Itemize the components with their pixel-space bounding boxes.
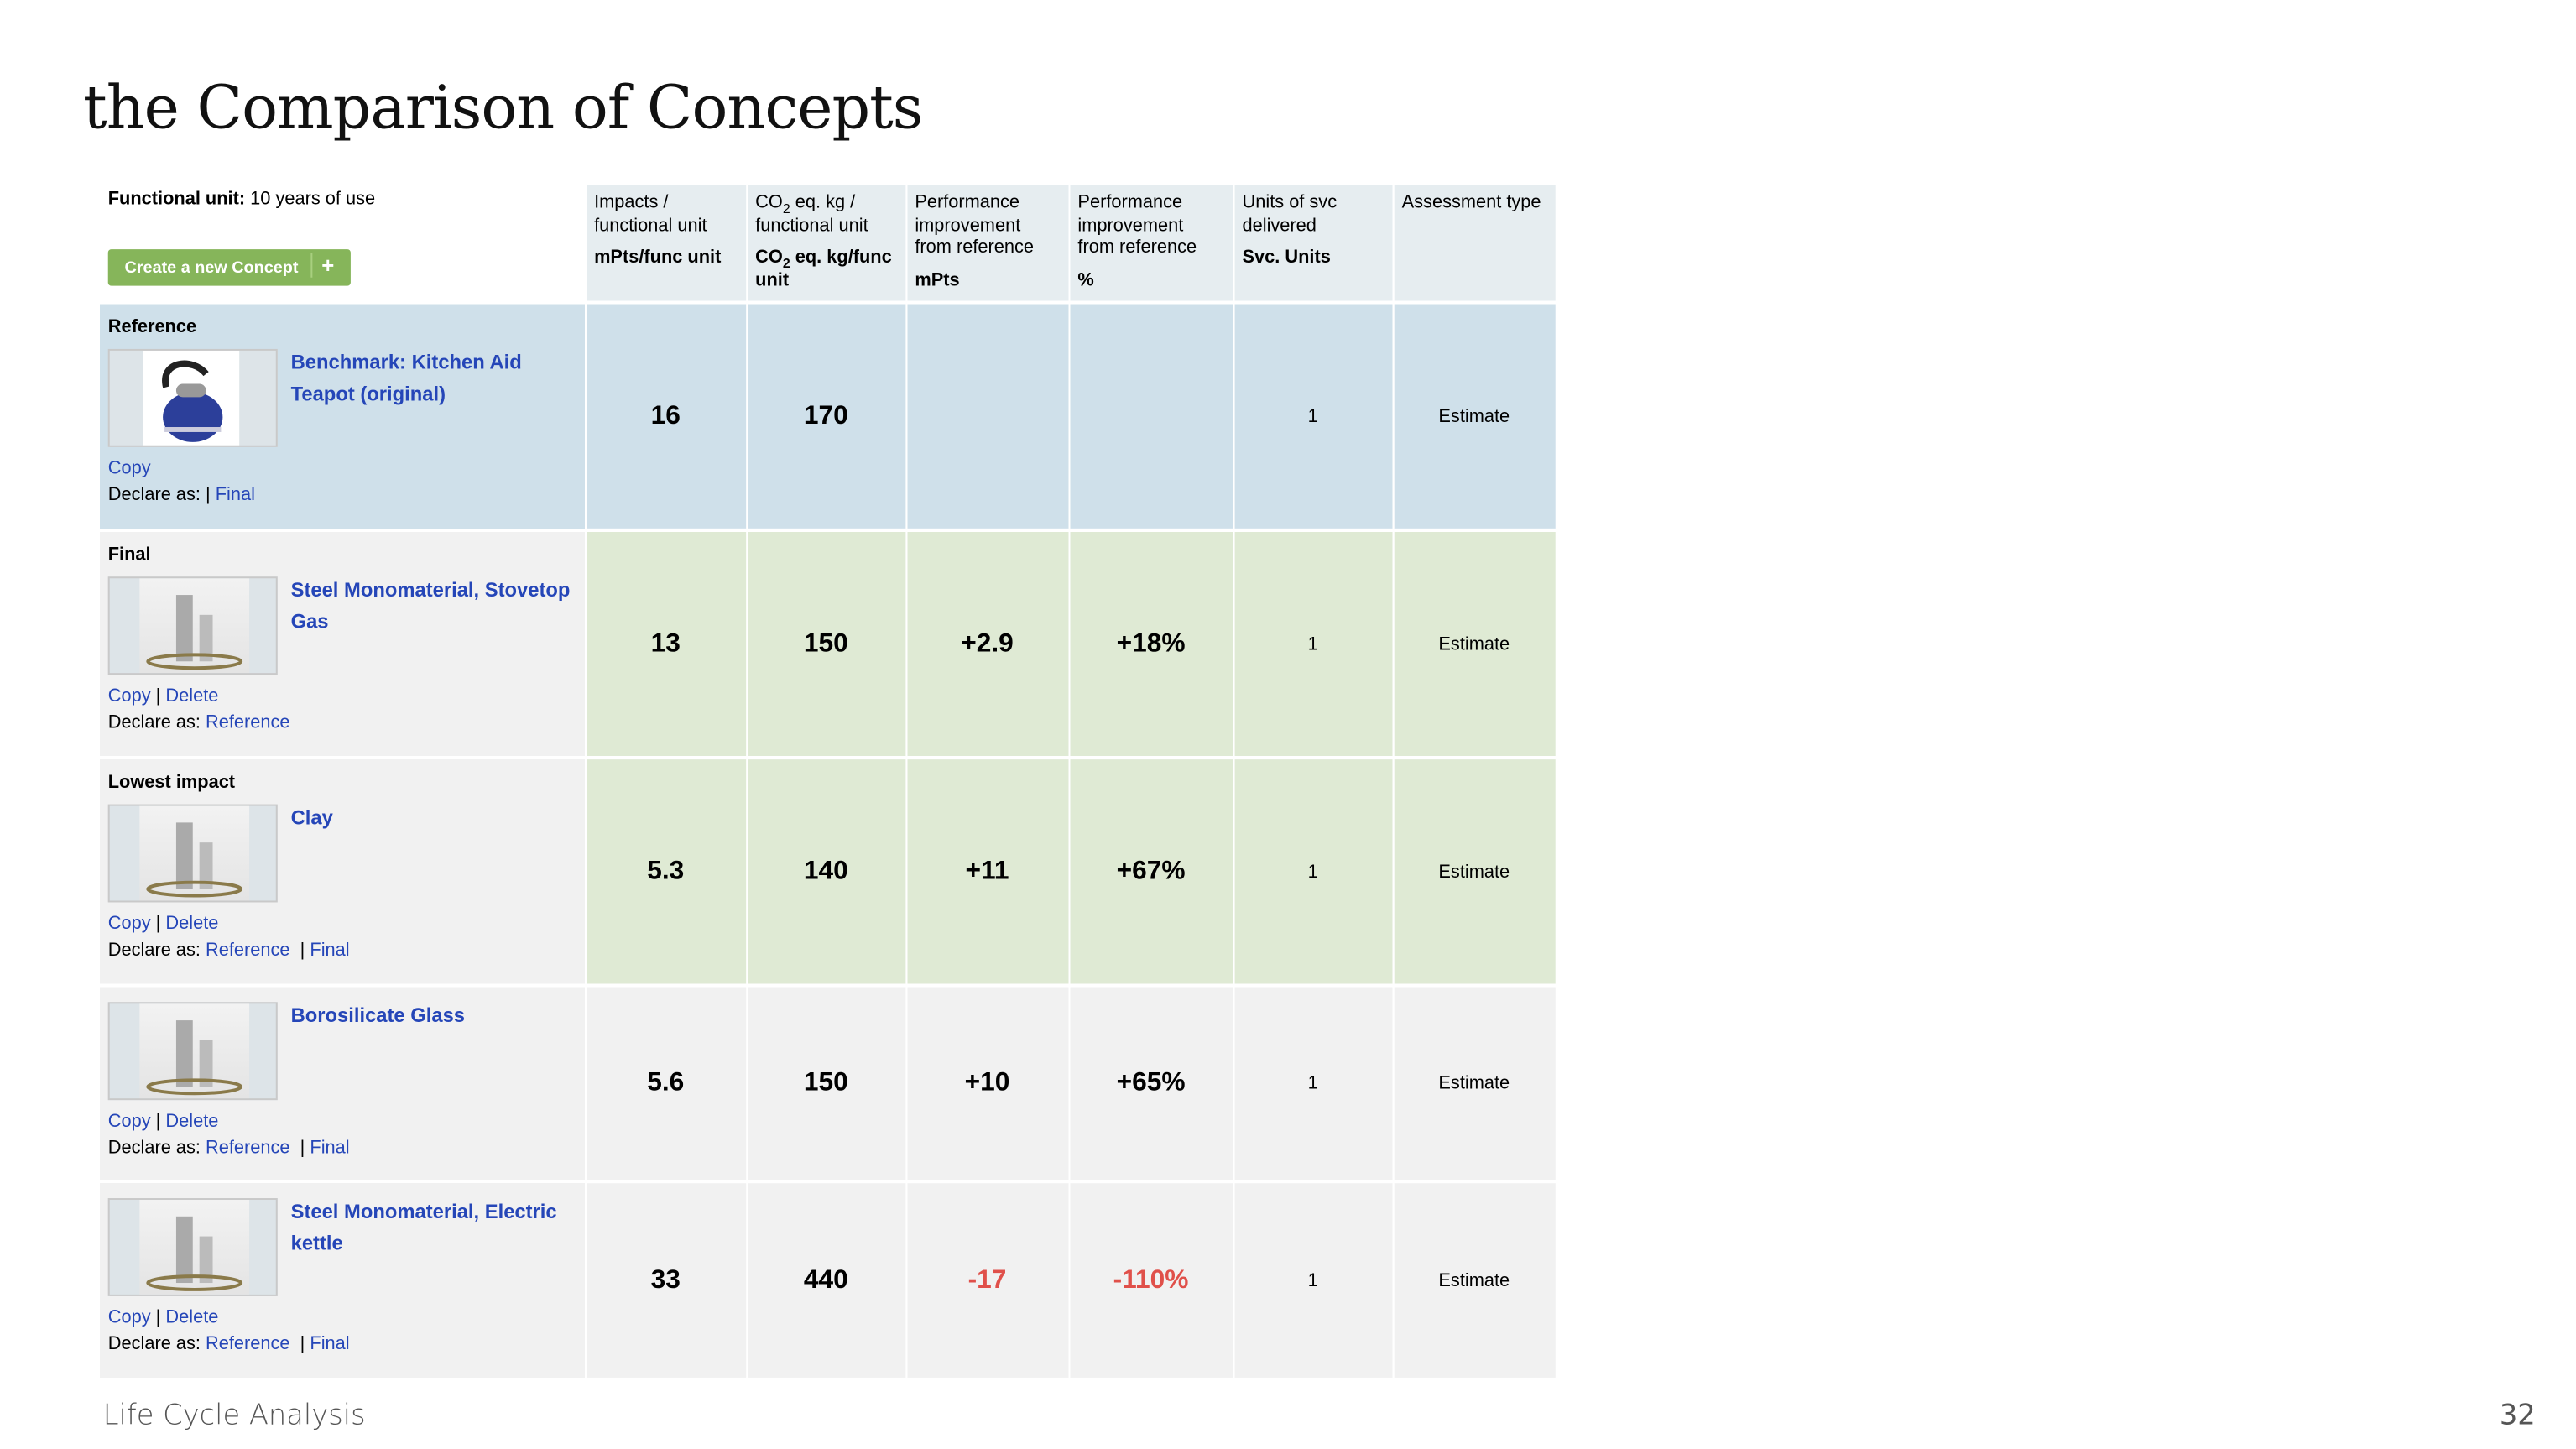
perf-mpts-value: +11 [905,758,1070,988]
units-value: 1 [1233,529,1394,760]
concept-cell: Borosilicate Glass Copy | Delete Declare … [99,985,587,1184]
perf-mpts-value: +10 [905,985,1070,1184]
concept-row: Reference Benchmark: Kitchen Aid Teapot … [99,302,1557,532]
concept-status-label: Lowest impact [107,772,236,793]
concept-actions: Copy | Delete Declare as: Reference | Fin… [107,914,350,961]
concept-thumbnail[interactable] [107,348,278,447]
concept-name-link[interactable]: Clay [290,805,333,830]
concept-thumbnail[interactable] [107,1002,278,1101]
units-value: 1 [1233,302,1394,532]
col-assessment: Assessment type [1392,184,1557,305]
units-value: 1 [1233,758,1394,988]
assessment-value: Estimate [1392,302,1557,532]
create-concept-button[interactable]: Create a new Concept + [107,248,352,285]
co2-value: 150 [746,529,907,760]
co2-value: 150 [746,985,907,1184]
col-perf-mpts: Performance improvement from reference mP… [905,184,1070,305]
footer-label: Life Cycle Analysis [102,1399,366,1433]
impacts-value: 16 [585,302,748,532]
concept-status-label: Reference [107,317,197,338]
concept-cell: Lowest impact Clay Copy | Delete Declare … [99,758,587,988]
co2-value: 170 [746,302,907,532]
co2-value: 140 [746,758,907,988]
concept-row: Final Steel Monomaterial, Stovetop Gas C… [99,529,1557,760]
declare-final-link[interactable]: Final [310,1334,350,1355]
page-number: 32 [2499,1399,2536,1433]
co2-value: 440 [746,1181,907,1381]
perf-pct-value: -110% [1068,1181,1234,1381]
impacts-value: 5.3 [585,758,748,988]
col-impacts: Impacts / functional unit mPts/func unit [585,184,748,305]
col-units: Units of svc delivered Svc. Units [1233,184,1394,305]
concept-thumbnail[interactable] [107,804,278,903]
page-title: the Comparison of Concepts [83,75,923,143]
declare-reference-link[interactable]: Reference [206,1334,290,1355]
concept-name-link[interactable]: Benchmark: Kitchen Aid Teapot (original) [290,350,522,405]
impacts-value: 33 [585,1181,748,1381]
declare-reference-link[interactable]: Reference [206,1138,290,1159]
functional-unit-cell: Functional unit: 10 years of use Create … [99,184,587,305]
concept-row: Borosilicate Glass Copy | Delete Declare … [99,985,1557,1184]
concept-thumbnail[interactable] [107,576,278,675]
plus-icon: + [311,252,334,277]
concepts-table: Functional unit: 10 years of use Create … [99,184,1557,1381]
delete-link[interactable]: Delete [165,1307,219,1328]
concept-name-link[interactable]: Steel Monomaterial, Electric kettle [290,1199,557,1254]
assessment-value: Estimate [1392,1181,1557,1381]
concept-actions: Copy | Delete Declare as: Reference | Fin… [107,1307,350,1355]
col-co2: CO2 eq. kg / functional unit CO2 eq. kg/f… [746,184,907,305]
concept-status-label: Final [107,545,151,566]
perf-pct-value: +65% [1068,985,1234,1184]
delete-link[interactable]: Delete [165,914,219,935]
copy-link[interactable]: Copy [107,1307,151,1328]
concept-cell: Final Steel Monomaterial, Stovetop Gas C… [99,529,587,760]
declare-final-link[interactable]: Final [215,485,255,506]
units-value: 1 [1233,1181,1394,1381]
concept-name-link[interactable]: Borosilicate Glass [290,1003,466,1028]
delete-link[interactable]: Delete [165,1112,219,1132]
perf-mpts-value: +2.9 [905,529,1070,760]
impacts-value: 5.6 [585,985,748,1184]
concept-actions: Copy | Delete Declare as: Reference [107,685,290,733]
declare-reference-link[interactable]: Reference [206,941,290,961]
concept-row: Steel Monomaterial, Electric kettle Copy… [99,1181,1557,1381]
copy-link[interactable]: Copy [107,1112,151,1132]
copy-link[interactable]: Copy [107,914,151,935]
impacts-value: 13 [585,529,748,760]
declare-final-link[interactable]: Final [310,941,350,961]
concept-cell: Steel Monomaterial, Electric kettle Copy… [99,1181,587,1381]
perf-pct-value: +18% [1068,529,1234,760]
copy-link[interactable]: Copy [107,458,151,479]
units-value: 1 [1233,985,1394,1184]
perf-mpts-value [905,302,1070,532]
perf-pct-value [1068,302,1234,532]
concept-name-link[interactable]: Steel Monomaterial, Stovetop Gas [290,578,571,633]
concept-actions: Copy | Delete Declare as: Reference | Fin… [107,1112,350,1159]
col-perf-pct: Performance improvement from reference% [1068,184,1234,305]
declare-reference-link[interactable]: Reference [206,712,290,733]
concept-actions: Copy Declare as: | Final [107,458,255,506]
concept-row: Lowest impact Clay Copy | Delete Declare … [99,758,1557,988]
assessment-value: Estimate [1392,529,1557,760]
copy-link[interactable]: Copy [107,685,151,706]
assessment-value: Estimate [1392,758,1557,988]
perf-pct-value: +67% [1068,758,1234,988]
declare-final-link[interactable]: Final [310,1138,350,1159]
delete-link[interactable]: Delete [165,685,219,706]
assessment-value: Estimate [1392,985,1557,1184]
concept-thumbnail[interactable] [107,1198,278,1296]
perf-mpts-value: -17 [905,1181,1070,1381]
concept-cell: Reference Benchmark: Kitchen Aid Teapot … [99,302,587,532]
